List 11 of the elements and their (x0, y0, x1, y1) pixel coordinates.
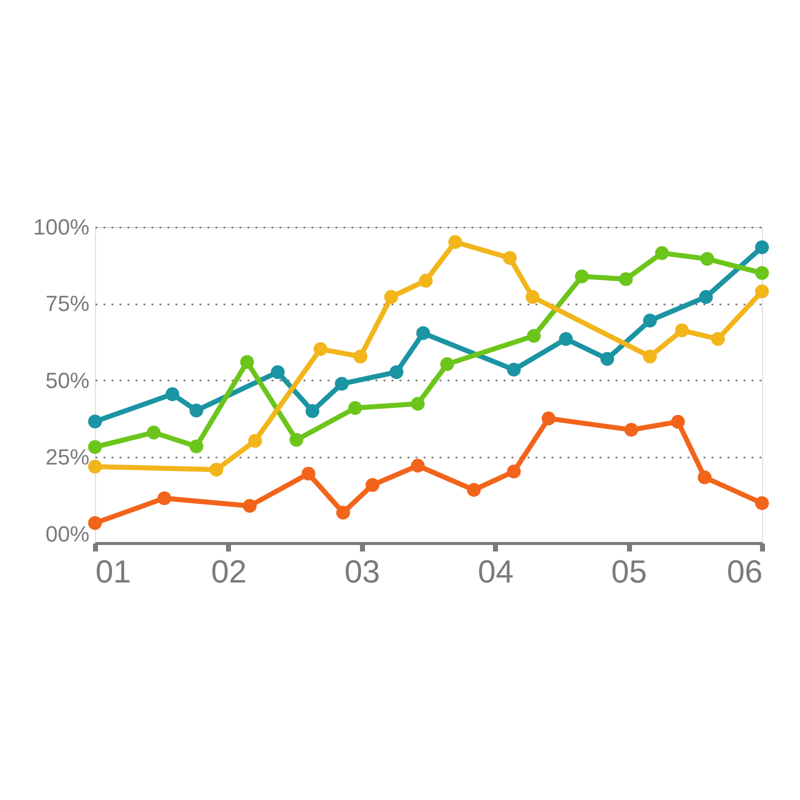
x-tick-label: 04 (478, 554, 514, 590)
y-tick-label: 50% (45, 368, 90, 393)
y-tick-label: 75% (45, 291, 90, 316)
x-tick-label: 01 (96, 554, 132, 590)
y-tick-label: 00% (45, 521, 90, 546)
x-tick-label: 03 (344, 554, 380, 590)
y-tick-label: 25% (45, 444, 90, 470)
x-tick-label: 02 (211, 554, 247, 590)
x-tick-label: 06 (726, 554, 762, 590)
x-tick-label: 05 (611, 554, 647, 590)
y-tick-label: 100% (33, 214, 90, 240)
